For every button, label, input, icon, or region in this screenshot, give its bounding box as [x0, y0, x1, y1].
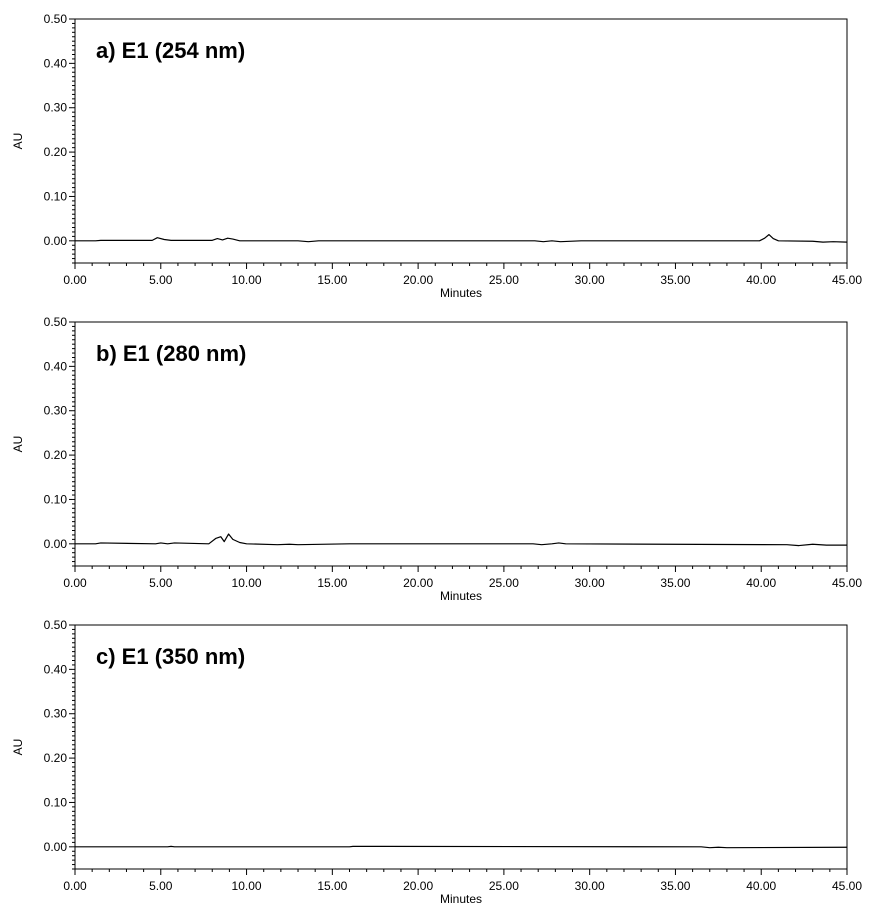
y-tick-label: 0.30 [44, 101, 68, 115]
y-tick-label: 0.40 [44, 56, 68, 70]
y-tick-label: 0.30 [44, 404, 68, 418]
chromatogram-trace [75, 533, 847, 547]
x-tick-label: 15.00 [317, 576, 347, 590]
y-tick-label: 0.10 [44, 795, 68, 809]
y-tick-label: 0.40 [44, 359, 68, 373]
plot-frame [74, 624, 848, 870]
x-tick-label: 20.00 [403, 273, 433, 287]
x-tick-label: 0.00 [63, 879, 87, 893]
y-tick-label: 0.40 [44, 662, 68, 676]
x-tick-label: 10.00 [232, 879, 262, 893]
x-tick-label: 20.00 [403, 879, 433, 893]
x-axis-title: Minutes [440, 286, 482, 300]
chart-panel-1: 0.00 0.10 0.20 0.30 0.40 0.50 0.00 5.00 10.00 15.… [11, 12, 862, 300]
x-tick-label: 5.00 [149, 879, 173, 893]
chromatogram-trace [75, 234, 848, 243]
x-tick-label: 40.00 [746, 273, 776, 287]
x-tick-label: 25.00 [489, 576, 519, 590]
y-tick-label: 0.00 [44, 840, 68, 854]
y-tick-label: 0.50 [44, 315, 68, 329]
x-tick-label: 45.00 [832, 879, 862, 893]
x-tick-label: 25.00 [489, 273, 519, 287]
y-tick-label: 0.00 [44, 234, 68, 248]
y-axis-title: AU [11, 133, 25, 150]
x-tick-label: 10.00 [232, 576, 262, 590]
x-tick-label: 10.00 [232, 273, 262, 287]
x-tick-label: 35.00 [660, 879, 690, 893]
x-tick-label: 40.00 [746, 879, 776, 893]
y-tick-label: 0.50 [44, 12, 68, 26]
x-tick-label: 15.00 [317, 273, 347, 287]
plot-frame [74, 321, 848, 567]
panel-title: a) E1 (254 nm) [96, 38, 245, 63]
x-tick-label: 0.00 [63, 273, 87, 287]
chart-panel-3: 0.00 0.10 0.20 0.30 0.40 0.50 0.00 5.00 10.00 15.… [11, 618, 862, 906]
chart-panel-2: 0.00 0.10 0.20 0.30 0.40 0.50 0.00 5.00 10.00 15.… [11, 315, 862, 603]
plot-frame [74, 18, 848, 264]
y-tick-label: 0.50 [44, 618, 68, 632]
y-tick-label: 0.20 [44, 448, 68, 462]
x-tick-label: 15.00 [317, 879, 347, 893]
x-tick-label: 5.00 [149, 576, 173, 590]
y-tick-label: 0.20 [44, 751, 68, 765]
x-axis-title: Minutes [440, 589, 482, 603]
x-tick-label: 30.00 [575, 273, 605, 287]
y-tick-label: 0.30 [44, 707, 68, 721]
x-tick-label: 45.00 [832, 576, 862, 590]
x-tick-label: 30.00 [575, 879, 605, 893]
y-axis-title: AU [11, 436, 25, 453]
panel-title: c) E1 (350 nm) [96, 644, 245, 669]
x-tick-label: 20.00 [403, 576, 433, 590]
x-tick-label: 45.00 [832, 273, 862, 287]
y-tick-label: 0.00 [44, 537, 68, 551]
y-tick-label: 0.20 [44, 145, 68, 159]
x-tick-label: 5.00 [149, 273, 173, 287]
x-tick-label: 0.00 [63, 576, 87, 590]
x-tick-label: 30.00 [575, 576, 605, 590]
chromatogram-trace [75, 845, 848, 849]
x-tick-label: 35.00 [660, 273, 690, 287]
y-axis-title: AU [11, 739, 25, 756]
y-tick-label: 0.10 [44, 189, 68, 203]
x-tick-label: 40.00 [746, 576, 776, 590]
x-tick-label: 25.00 [489, 879, 519, 893]
panel-title: b) E1 (280 nm) [96, 341, 246, 366]
x-tick-label: 35.00 [660, 576, 690, 590]
x-axis-title: Minutes [440, 892, 482, 906]
y-tick-label: 0.10 [44, 492, 68, 506]
